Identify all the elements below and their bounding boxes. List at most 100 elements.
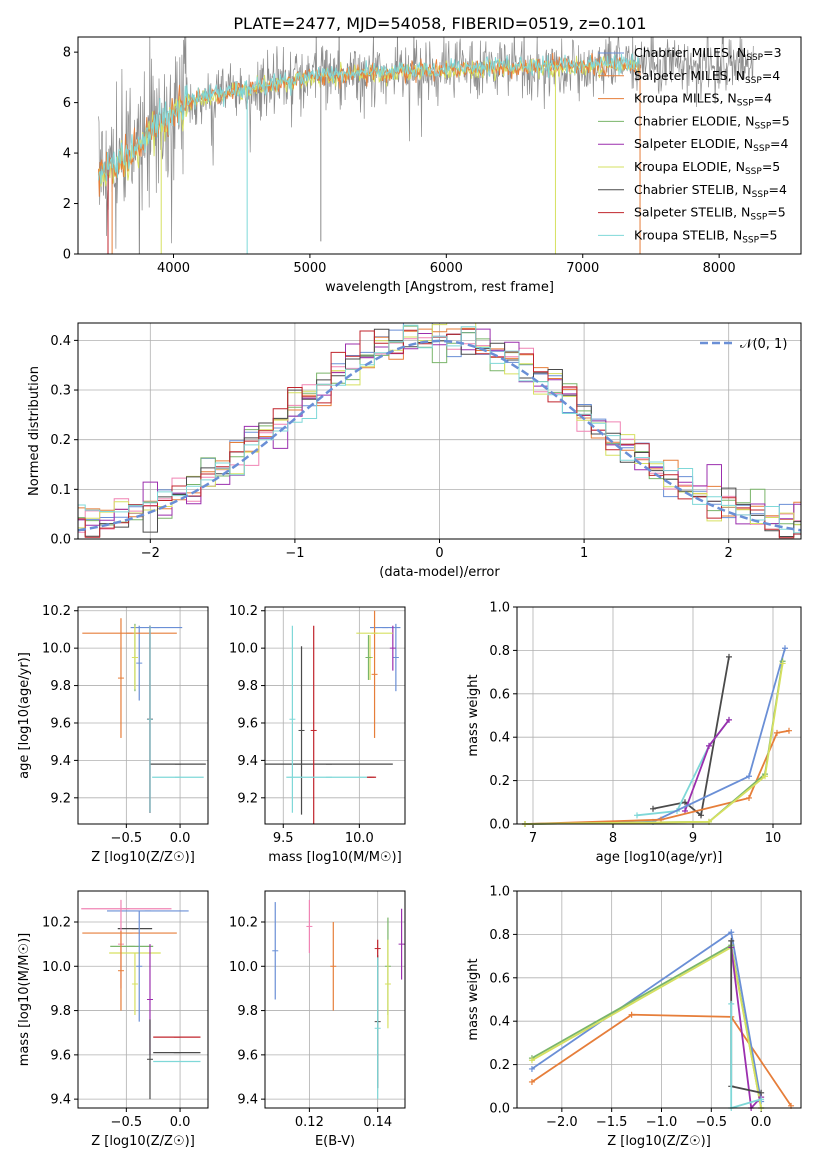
legend-label: Chabrier STELIB, N	[634, 182, 752, 197]
weight-point	[634, 812, 640, 819]
y-tick-label: 0.3	[50, 384, 71, 399]
x-tick-label: −1.0	[646, 1115, 678, 1130]
y-tick-label: 10.0	[42, 642, 71, 657]
weight-point	[746, 773, 752, 780]
y-tick-label: 6	[63, 96, 71, 111]
y-tick-label: 9.8	[50, 1004, 71, 1019]
x-tick-label: −0.5	[111, 831, 143, 846]
legend-entry: 𝒩(0, 1)	[740, 337, 787, 352]
legend-entry: Chabrier ELODIE, NSSP=5	[634, 113, 790, 131]
legend-label: Chabrier MILES, N	[634, 45, 746, 60]
legend-suffix: =4	[762, 68, 780, 83]
weight-point	[774, 729, 780, 736]
y-tick-label: 0	[63, 248, 71, 263]
x-axis-label: mass [log10(M/M☉)]	[268, 850, 401, 865]
panel-spectrum: 4000 5000 6000 7000 8000 0 2 4 6 8 wavelength [Ang…	[63, 36, 802, 295]
legend-entry: Kroupa ELODIE, NSSP=5	[634, 159, 780, 177]
legend-sub: SSP	[742, 235, 759, 245]
weight-point	[682, 799, 688, 806]
weight-point	[650, 805, 656, 812]
legend-suffix: =4	[770, 136, 788, 151]
y-tick-label: 9.2	[237, 791, 258, 806]
y-tick-label: 9.4	[50, 1093, 71, 1108]
y-tick-label: 0.8	[489, 928, 510, 943]
weight-point	[528, 1057, 535, 1064]
x-tick-label: 10	[765, 831, 782, 846]
y-tick-label: 9.4	[237, 1093, 258, 1108]
x-tick-label: 9.5	[273, 831, 294, 846]
weight-point	[528, 1078, 535, 1085]
legend-sub: SSP	[746, 53, 763, 63]
y-tick-label: 8	[63, 46, 71, 61]
x-tick-label: 0.0	[170, 831, 191, 846]
x-tick-label: 8000	[703, 261, 736, 276]
y-tick-label: 1.0	[489, 885, 510, 900]
residual-histogram	[78, 328, 801, 539]
weight-point	[779, 660, 786, 667]
legend-sub: SSP	[737, 99, 754, 109]
legend-entry: Chabrier MILES, NSSP=3	[634, 45, 782, 63]
y-tick-label: 9.2	[50, 791, 71, 806]
weight-point	[728, 1000, 735, 1007]
weight-series-line	[531, 1013, 792, 1107]
x-tick-label: 8	[609, 831, 617, 846]
x-tick-label: 0.14	[363, 1115, 392, 1130]
panel-ebv-mass: 0.12 0.14 9.4 9.6 9.8 10.0 10.2 E(B-V)	[229, 890, 406, 1149]
y-tick-label: 9.4	[50, 754, 71, 769]
legend-label: Kroupa ELODIE, N	[634, 159, 745, 174]
weight-point	[782, 645, 788, 652]
y-tick-label: 2	[63, 197, 71, 212]
legend-suffix: =4	[769, 182, 787, 197]
y-axis-label: mass weight	[466, 674, 481, 756]
legend-label: Kroupa STELIB, N	[634, 227, 742, 242]
normal-curve	[77, 339, 802, 532]
y-tick-label: 0.2	[489, 774, 510, 789]
weight-point	[628, 1011, 635, 1018]
x-tick-label: 9	[689, 831, 697, 846]
x-tick-label: −1	[285, 546, 304, 561]
panel-z-mass: −0.5 0.0 9.4 9.6 9.8 10.0 10.2 Z [log10(Z/Z☉)] m…	[17, 890, 209, 1149]
legend-entry: Kroupa STELIB, NSSP=5	[634, 227, 778, 245]
y-tick-label: 9.8	[237, 1004, 258, 1019]
y-tick-label: 10.2	[42, 916, 71, 931]
panel-residuals: −2 −1 0 1 2 0.0 0.1 0.2 0.3 0.4 (data-model)/error…	[27, 322, 802, 580]
legend-entry: Salpeter ELODIE, NSSP=4	[634, 136, 789, 154]
panel-z-age: −0.5 0.0 9.2 9.4 9.6 9.8 10.0 10.2 Z [log10(Z/Z☉…	[17, 604, 209, 865]
y-tick-label: 0.2	[50, 433, 71, 448]
x-axis-label: Z [log10(Z/Z☉)]	[91, 1134, 195, 1149]
y-tick-label: 0.4	[489, 731, 510, 746]
y-tick-label: 1.0	[489, 601, 510, 616]
weight-series-line	[652, 656, 730, 817]
residual-histogram	[78, 327, 801, 520]
y-axis-label: age [log10(age/yr)]	[17, 652, 32, 779]
legend-sub: SSP	[750, 213, 767, 223]
y-tick-label: 0.1	[50, 483, 71, 498]
legend-suffix: =3	[763, 45, 781, 60]
x-tick-label: −1.5	[596, 1115, 628, 1130]
y-tick-label: 10.0	[229, 642, 258, 657]
y-axis-label: mass [log10(M/M☉)]	[17, 933, 32, 1066]
y-tick-label: 10.2	[42, 604, 71, 619]
panel-mass-age: 9.5 10.0 9.2 9.4 9.6 9.8 10.0 10.2 mass [log10(M…	[229, 604, 406, 865]
axes-frame	[77, 36, 802, 255]
y-tick-label: 9.6	[237, 1048, 258, 1063]
legend-sub: SSP	[745, 167, 762, 177]
x-tick-label: −0.5	[696, 1115, 728, 1130]
axes-frame	[264, 890, 406, 1109]
y-tick-label: 4	[63, 147, 71, 162]
legend-entry: Chabrier STELIB, NSSP=4	[634, 182, 787, 200]
x-axis-label: Z [log10(Z/Z☉)]	[607, 1134, 711, 1149]
x-tick-label: 0.12	[295, 1115, 324, 1130]
weight-series-line	[531, 943, 762, 1109]
legend-label: Kroupa MILES, N	[634, 91, 737, 106]
weight-point	[726, 716, 732, 723]
legend-label: Salpeter ELODIE, N	[634, 136, 753, 151]
weight-series-line	[531, 945, 762, 1109]
x-axis-label: (data-model)/error	[379, 565, 500, 580]
spectrum-model-line	[98, 53, 640, 184]
y-tick-label: 9.6	[50, 716, 71, 731]
y-tick-label: 10.0	[229, 960, 258, 975]
legend-entry: Salpeter MILES, NSSP=4	[634, 68, 780, 86]
axes-frame	[77, 322, 802, 540]
